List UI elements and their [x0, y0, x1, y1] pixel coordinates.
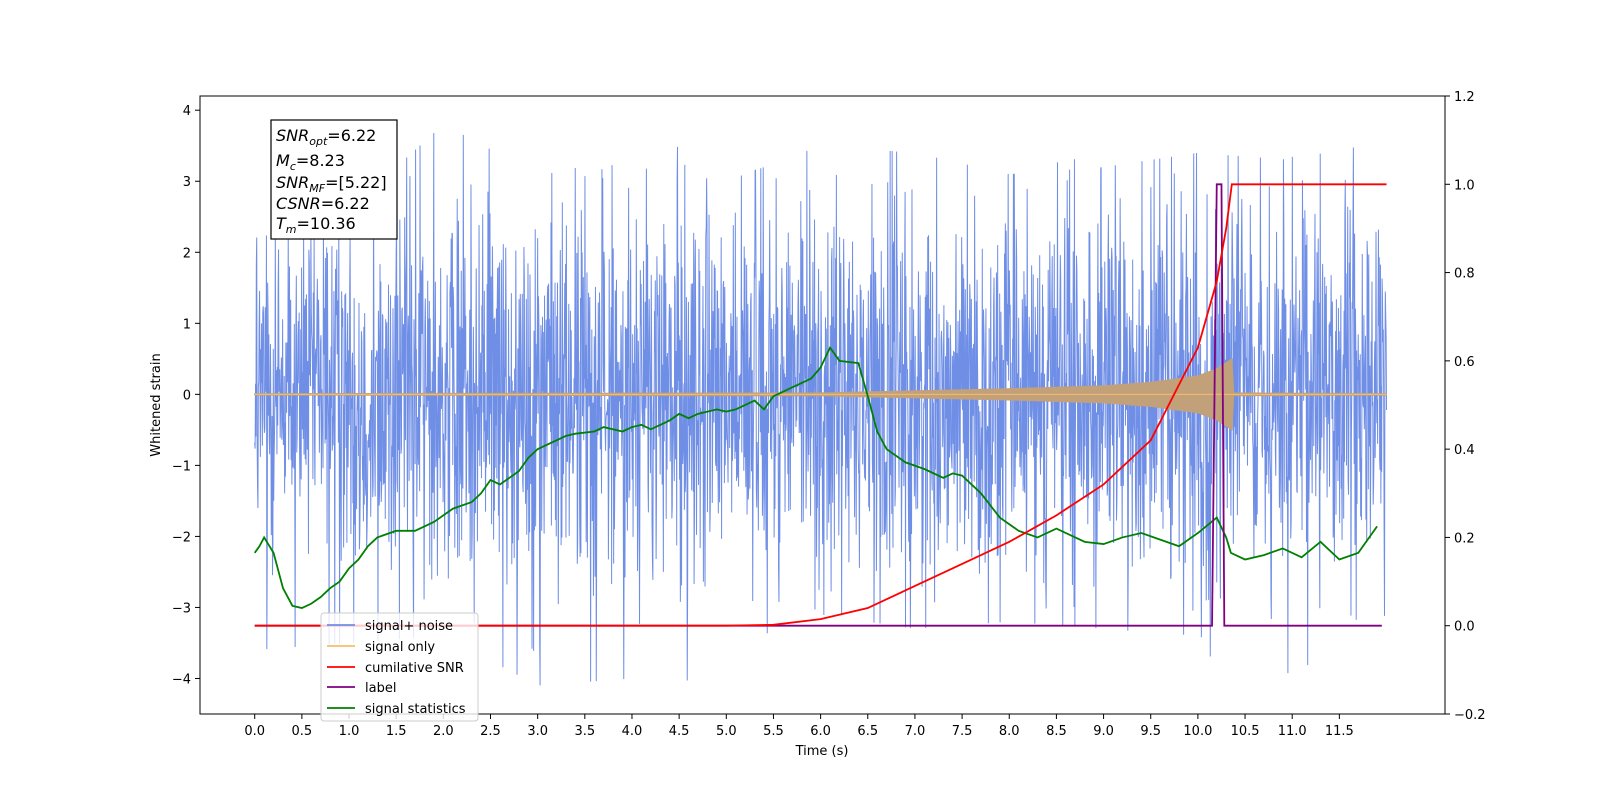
- y-axis-ticks: 4 3 2 1 0 −1 −2 −3 −4: [172, 104, 200, 687]
- y-tick-label: −3: [172, 601, 191, 616]
- x-tick-label: 6.5: [857, 724, 878, 739]
- y2-tick-label: 0.2: [1454, 531, 1475, 546]
- y2-tick-label: 0.4: [1454, 443, 1475, 458]
- x-tick-label: 6.0: [810, 724, 831, 739]
- series-cumulative-snr: [254, 183, 1387, 627]
- x-tick-label: 3.5: [574, 724, 595, 739]
- legend-label-cumulative-snr: cumilative SNR: [365, 661, 464, 676]
- x-tick-label: 5.0: [716, 724, 737, 739]
- info-box: SNRopt=6.22 Mc=8.23 SNRMF=[5.22] CSNR=6.…: [270, 119, 398, 240]
- x-tick-label: 7.5: [952, 724, 973, 739]
- info-mc: Mc=8.23: [276, 151, 345, 173]
- y-tick-label: 3: [183, 175, 191, 190]
- y2-tick-label: 1.2: [1454, 90, 1475, 105]
- legend-label-signal-statistics: signal statistics: [365, 702, 466, 717]
- info-tm: Tm=10.36: [276, 214, 356, 236]
- x-tick-label: 0.0: [244, 724, 265, 739]
- x-tick-label: 2.5: [480, 724, 501, 739]
- y-tick-label: −2: [172, 530, 191, 545]
- x-tick-label: 4.5: [669, 724, 690, 739]
- info-snr-mf: SNRMF=[5.22]: [276, 173, 387, 195]
- info-box-frame: [270, 119, 398, 240]
- x-tick-label: 4.0: [622, 724, 643, 739]
- y-tick-label: 2: [183, 246, 191, 261]
- x-axis-ticks: 0.0 0.5 1.0 1.5 2.0 2.5 3.0 3.5 4.0 4.5 5.0 5.5 6.0 6…: [244, 714, 1354, 739]
- legend-label-signal-only: signal only: [365, 640, 435, 655]
- info-snr-opt: SNRopt=6.22: [276, 126, 376, 148]
- y-tick-label: 1: [183, 317, 191, 332]
- y2-tick-label: 0.6: [1454, 355, 1475, 370]
- y-tick-label: −4: [172, 672, 191, 687]
- series-layer: [253, 133, 1388, 686]
- x-tick-label: 10.5: [1231, 724, 1260, 739]
- series-label: [254, 183, 1382, 627]
- x-tick-label: 7.0: [905, 724, 926, 739]
- x-tick-label: 1.5: [386, 724, 407, 739]
- plot-frame: [199, 95, 1446, 715]
- series-signal-statistics: [253, 345, 1378, 610]
- x-axis-label: Time (s): [795, 744, 849, 759]
- x-tick-label: 3.0: [527, 724, 548, 739]
- x-tick-label: 0.5: [292, 724, 313, 739]
- y-axis-label: Whitened strain: [149, 353, 164, 456]
- y2-tick-label: −0.2: [1454, 708, 1486, 723]
- x-tick-label: 1.0: [339, 724, 360, 739]
- info-csnr: CSNR=6.22: [276, 194, 370, 213]
- y2-tick-label: 0.0: [1454, 620, 1475, 635]
- x-tick-label: 5.5: [763, 724, 784, 739]
- y2-axis-ticks: 1.2 1.0 0.8 0.6 0.4 0.2 0.0 −0.2: [1445, 90, 1486, 723]
- y-tick-label: 0: [183, 388, 191, 403]
- x-tick-label: 9.5: [1140, 724, 1161, 739]
- y2-tick-label: 1.0: [1454, 178, 1475, 193]
- series-signal-plus-noise: [254, 133, 1388, 686]
- x-tick-label: 11.0: [1278, 724, 1307, 739]
- x-tick-label: 2.0: [433, 724, 454, 739]
- x-tick-label: 10.0: [1183, 724, 1212, 739]
- y2-tick-label: 0.8: [1454, 267, 1475, 282]
- legend-label-label: label: [365, 681, 396, 696]
- x-tick-label: 11.5: [1325, 724, 1354, 739]
- x-tick-label: 8.0: [999, 724, 1020, 739]
- y-tick-label: 4: [183, 104, 191, 119]
- x-tick-label: 9.0: [1093, 724, 1114, 739]
- y-tick-label: −1: [172, 459, 191, 474]
- legend: signal+ noise signal only cumilative SNR…: [320, 612, 479, 722]
- legend-frame: [320, 612, 479, 722]
- legend-label-signal-plus-noise: signal+ noise: [365, 619, 453, 634]
- x-tick-label: 8.5: [1046, 724, 1067, 739]
